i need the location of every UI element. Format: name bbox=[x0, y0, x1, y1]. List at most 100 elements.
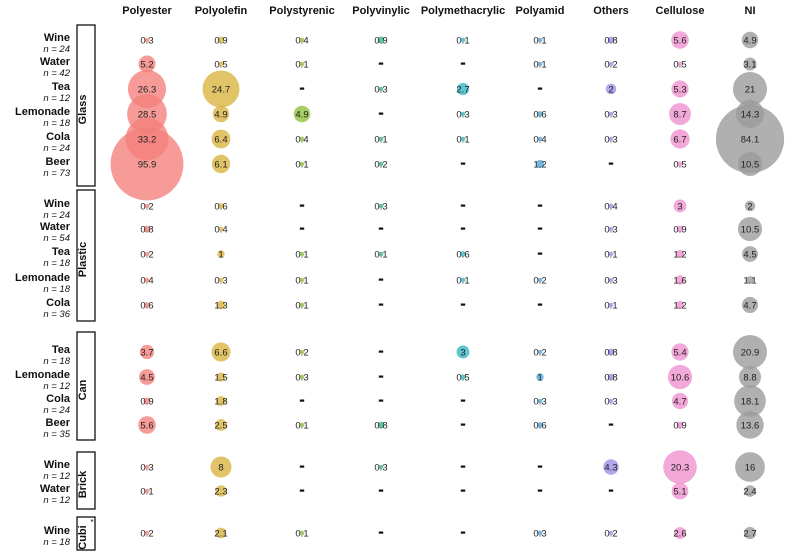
bubble-polymethacrylic bbox=[460, 251, 466, 257]
value-label: 5.6 bbox=[673, 36, 686, 47]
bubble-polyolefin bbox=[211, 154, 231, 174]
value-label: 10.5 bbox=[741, 160, 760, 171]
value-label: 4.7 bbox=[743, 301, 756, 312]
missing-value-dash bbox=[537, 489, 543, 492]
bubble-polystyrenic bbox=[299, 374, 305, 380]
group-box-glass bbox=[76, 24, 96, 187]
bubble-polymethacrylic bbox=[460, 37, 466, 43]
row-label-drink: Lemonade bbox=[15, 272, 70, 284]
value-label: 21 bbox=[745, 85, 756, 96]
group-label-can: Can bbox=[77, 379, 89, 400]
missing-value-dash bbox=[299, 465, 305, 468]
value-label: 8 bbox=[218, 463, 223, 474]
row-label-n: n = 18 bbox=[43, 118, 70, 129]
value-label: 8.8 bbox=[743, 373, 756, 384]
bubble-ni bbox=[746, 276, 754, 284]
bubble-polyester bbox=[144, 530, 150, 536]
group-label-mark: * bbox=[90, 518, 93, 527]
row-label-n: n = 54 bbox=[43, 233, 70, 244]
bubble-ni bbox=[734, 385, 766, 417]
value-label: 0.1 bbox=[295, 421, 308, 432]
bubble-ni bbox=[743, 526, 757, 540]
bubble-polyester bbox=[143, 397, 151, 405]
value-label: 20.9 bbox=[741, 348, 760, 359]
value-label: 6.1 bbox=[214, 160, 227, 171]
bubble-cellulose bbox=[671, 31, 689, 49]
column-header-polyolefin: Polyolefin bbox=[195, 5, 248, 17]
row-label-drink: Water bbox=[40, 56, 71, 68]
bubble-polyester bbox=[144, 488, 150, 494]
row-label-n: n = 18 bbox=[43, 258, 70, 269]
value-label: 1.2 bbox=[673, 301, 686, 312]
bubble-polymethacrylic bbox=[456, 345, 470, 359]
group-box-cubi bbox=[76, 516, 96, 551]
row-label-drink: Wine bbox=[44, 525, 70, 537]
value-label: 0.1 bbox=[295, 250, 308, 261]
bubble-cellulose bbox=[677, 161, 683, 167]
missing-value-dash bbox=[460, 227, 466, 230]
row-label-n: n = 12 bbox=[43, 495, 70, 506]
value-label: 3 bbox=[460, 348, 465, 359]
missing-value-dash bbox=[537, 303, 543, 306]
value-label: 0.8 bbox=[604, 373, 617, 384]
bubble-polyolefin bbox=[202, 70, 240, 108]
bubble-cellulose bbox=[671, 482, 689, 500]
bubble-cellulose bbox=[669, 103, 691, 125]
missing-value-dash bbox=[460, 303, 466, 306]
value-label: 0.9 bbox=[374, 36, 387, 47]
missing-value-dash bbox=[378, 399, 384, 402]
missing-value-dash bbox=[608, 489, 614, 492]
column-header-cellulose: Cellulose bbox=[656, 5, 705, 17]
bubble-polyolefin bbox=[216, 300, 226, 310]
bubble-cellulose bbox=[670, 129, 690, 149]
bubble-polyamid bbox=[537, 422, 543, 428]
value-label: 0.6 bbox=[456, 250, 469, 261]
value-label: 2.7 bbox=[456, 85, 469, 96]
value-label: 0.2 bbox=[533, 276, 546, 287]
bubble-polyolefin bbox=[211, 129, 231, 149]
bubble-ni bbox=[732, 334, 768, 370]
value-label: 6.4 bbox=[214, 135, 227, 146]
row-label-drink: Wine bbox=[44, 32, 70, 44]
value-label: 0.2 bbox=[604, 529, 617, 540]
value-label: 1.2 bbox=[673, 250, 686, 261]
row-label-n: n = 36 bbox=[43, 309, 70, 320]
bubble-ni bbox=[744, 485, 756, 497]
value-label: 0.8 bbox=[374, 421, 387, 432]
value-label: 5.1 bbox=[673, 487, 686, 498]
bubble-polyamid bbox=[537, 61, 543, 67]
value-label: 4.5 bbox=[140, 373, 153, 384]
missing-value-dash bbox=[378, 489, 384, 492]
bubble-polystyrenic bbox=[299, 136, 305, 142]
bubble-others bbox=[607, 373, 615, 381]
value-label: 1.1 bbox=[743, 276, 756, 287]
value-label: 0.3 bbox=[533, 397, 546, 408]
value-label: 33.2 bbox=[138, 135, 157, 146]
bubble-polystyrenic bbox=[299, 422, 305, 428]
value-label: 0.2 bbox=[604, 60, 617, 71]
bubble-polyamid bbox=[537, 398, 543, 404]
missing-value-dash bbox=[378, 350, 384, 353]
value-label: 0.1 bbox=[456, 276, 469, 287]
bubble-polyolefin bbox=[218, 226, 224, 232]
value-label: 0.3 bbox=[604, 397, 617, 408]
row-label-n: n = 42 bbox=[43, 68, 70, 79]
value-label: 0.2 bbox=[140, 202, 153, 213]
row-label-n: n = 18 bbox=[43, 284, 70, 295]
column-header-polyamid: Polyamid bbox=[516, 5, 565, 17]
value-label: 0.1 bbox=[533, 60, 546, 71]
bubble-ni bbox=[738, 365, 762, 389]
value-label: 1.3 bbox=[214, 301, 227, 312]
bubble-others bbox=[608, 226, 614, 232]
bubble-polystyrenic bbox=[299, 161, 305, 167]
bubble-polyvinylic bbox=[378, 161, 384, 167]
bubble-polyvinylic bbox=[378, 464, 384, 470]
value-label: 0.3 bbox=[374, 85, 387, 96]
bubble-polyolefin bbox=[216, 396, 226, 406]
bubble-ni bbox=[715, 104, 785, 174]
row-label-drink: Beer bbox=[46, 156, 71, 168]
value-label: 13.6 bbox=[741, 421, 760, 432]
value-label: 0.1 bbox=[295, 160, 308, 171]
value-label: 0.1 bbox=[295, 276, 308, 287]
